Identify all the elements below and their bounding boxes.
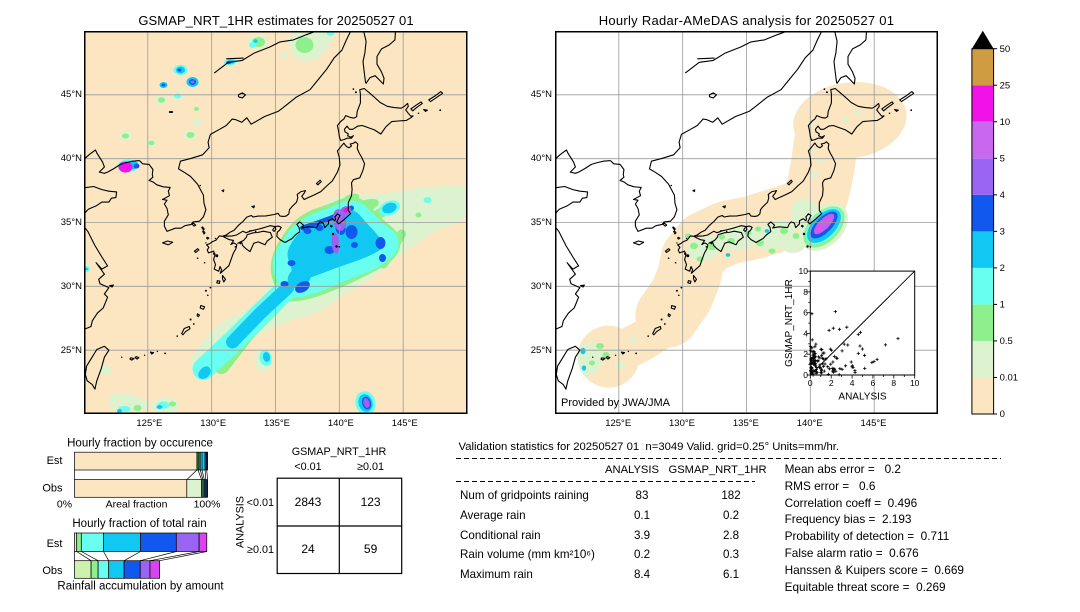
svg-text:0.01: 0.01 [1000, 373, 1019, 384]
svg-text:0: 0 [808, 378, 813, 388]
svg-text:8: 8 [803, 287, 808, 297]
svg-text:Provided by JWA/JMA: Provided by JWA/JMA [561, 397, 671, 409]
svg-text:Est: Est [47, 455, 63, 467]
svg-text:25: 25 [1000, 80, 1011, 91]
svg-text:Est: Est [47, 538, 63, 550]
svg-text:4: 4 [850, 378, 855, 388]
svg-text:≥0.01: ≥0.01 [357, 461, 384, 473]
svg-text:0: 0 [803, 370, 808, 380]
svg-text:5: 5 [1000, 153, 1005, 164]
svg-text:0%: 0% [57, 499, 72, 511]
svg-text:59: 59 [364, 542, 378, 556]
svg-text:6: 6 [871, 378, 876, 388]
svg-text:50: 50 [1000, 44, 1011, 55]
svg-text:0.5: 0.5 [1000, 336, 1013, 347]
svg-text:ANALYSIS: ANALYSIS [235, 496, 247, 548]
svg-text:<0.01: <0.01 [247, 497, 274, 509]
svg-text:123: 123 [361, 495, 381, 509]
svg-text:2843: 2843 [295, 495, 322, 509]
svg-text:GSMAP_NRT_1HR: GSMAP_NRT_1HR [784, 279, 795, 367]
svg-text:2: 2 [1000, 263, 1005, 274]
svg-text:10: 10 [799, 266, 809, 276]
svg-text:Hourly fraction of total rain: Hourly fraction of total rain [72, 518, 206, 530]
svg-text:GSMAP_NRT_1HR: GSMAP_NRT_1HR [292, 446, 387, 458]
svg-text:10: 10 [910, 378, 920, 388]
svg-text:100%: 100% [194, 499, 221, 511]
svg-text:0: 0 [1000, 409, 1005, 420]
svg-text:Rainfall accumulation by amoun: Rainfall accumulation by amount [57, 581, 224, 593]
svg-text:Obs: Obs [42, 565, 63, 577]
svg-text:10: 10 [1000, 117, 1011, 128]
svg-text:4: 4 [803, 328, 808, 338]
svg-text:1: 1 [1000, 300, 1005, 311]
svg-text:Hourly fraction by occurence: Hourly fraction by occurence [67, 438, 213, 450]
svg-text:≥0.01: ≥0.01 [247, 544, 274, 556]
svg-text:24: 24 [301, 542, 315, 556]
svg-text:Areal fraction: Areal fraction [106, 499, 168, 511]
svg-text:2: 2 [829, 378, 834, 388]
svg-text:8: 8 [891, 378, 896, 388]
svg-text:<0.01: <0.01 [294, 461, 321, 473]
svg-text:3: 3 [1000, 227, 1005, 238]
svg-text:6: 6 [803, 308, 808, 318]
svg-text:Obs: Obs [42, 483, 63, 495]
svg-text:ANALYSIS: ANALYSIS [838, 392, 886, 403]
svg-text:2: 2 [803, 349, 808, 359]
svg-text:4: 4 [1000, 190, 1005, 201]
